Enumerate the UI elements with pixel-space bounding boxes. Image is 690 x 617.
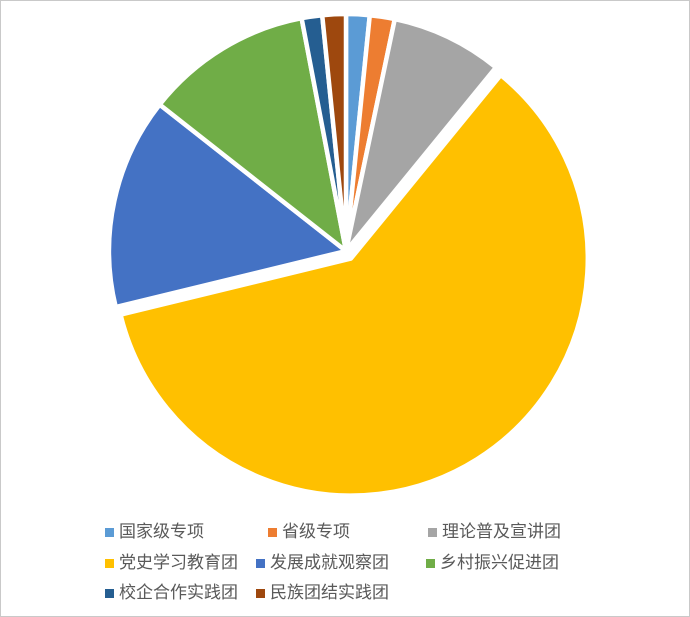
- legend-marker-square: [105, 588, 114, 598]
- legend-item[interactable]: 校企合作实践团: [105, 583, 238, 603]
- legend-label: 民族团结实践团: [270, 583, 389, 603]
- legend-marker-square: [256, 588, 265, 598]
- legend-label: 乡村振兴促进团: [440, 553, 559, 573]
- legend-item[interactable]: 民族团结实践团: [256, 583, 389, 603]
- legend-item[interactable]: 省级专项: [268, 522, 350, 542]
- pie-slice-5[interactable]: [106, 102, 349, 310]
- legend-label: 校企合作实践团: [119, 583, 238, 603]
- legend-marker-square: [268, 527, 277, 537]
- legend-label: 省级专项: [282, 522, 350, 542]
- legend-marker-square: [426, 558, 435, 568]
- legend-item[interactable]: 国家级专项: [105, 522, 204, 542]
- legend-label: 理论普及宣讲团: [442, 522, 561, 542]
- legend-item[interactable]: 乡村振兴促进团: [426, 553, 559, 573]
- legend-marker-square: [105, 558, 114, 568]
- legend-marker-square: [428, 527, 437, 537]
- legend-item[interactable]: 理论普及宣讲团: [428, 522, 561, 542]
- legend-item[interactable]: 发展成就观察团: [256, 553, 389, 573]
- legend-label: 发展成就观察团: [270, 553, 389, 573]
- pie-slice-4[interactable]: [118, 72, 590, 498]
- legend-label: 党史学习教育团: [119, 553, 238, 573]
- pie-slices: [106, 11, 590, 498]
- legend-marker-square: [105, 527, 114, 537]
- pie-slice-6[interactable]: [157, 15, 349, 254]
- legend-marker-square: [256, 558, 265, 568]
- pie-slice-8[interactable]: [319, 11, 349, 254]
- pie-slice-3[interactable]: [343, 16, 499, 254]
- legend-item[interactable]: 党史学习教育团: [105, 553, 238, 573]
- legend-label: 国家级专项: [119, 522, 204, 542]
